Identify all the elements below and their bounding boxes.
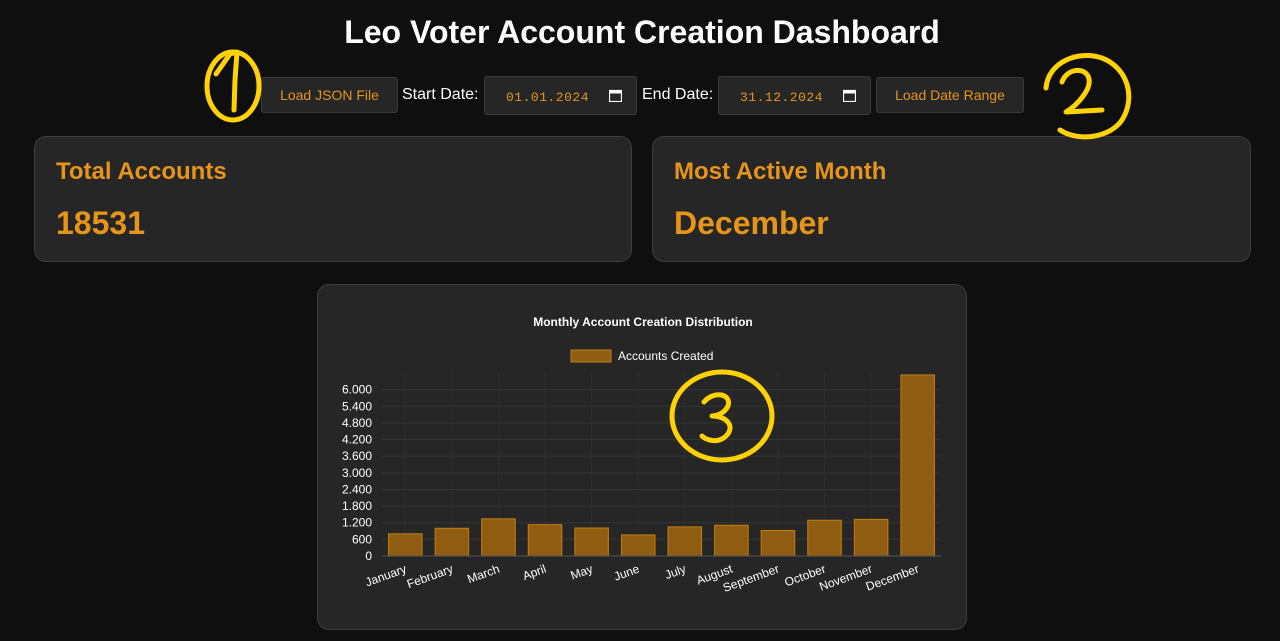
annotation-label: 1: [260, 123, 261, 125]
bar: [527, 524, 563, 557]
bar: [807, 519, 842, 557]
x-tick-label: November: [817, 562, 874, 594]
x-tick-label: June: [612, 562, 642, 584]
start-date-value: 01.01.2024: [506, 90, 590, 105]
y-tick-label: 4.800: [342, 416, 372, 430]
legend-swatch: [570, 349, 612, 363]
y-tick-label: 3.000: [342, 466, 372, 480]
start-date-label: Start Date:: [402, 86, 479, 103]
end-date-input[interactable]: 31.12.2024: [718, 76, 871, 115]
end-date-value: 31.12.2024: [740, 90, 824, 105]
y-tick-label: 600: [352, 532, 372, 546]
total-accounts-value: 18531: [56, 205, 145, 241]
bar: [388, 533, 423, 557]
annotation-number-3: 3: [669, 369, 775, 465]
bar: [434, 527, 470, 557]
annotation-label: 3: [774, 463, 775, 465]
x-tick-label: July: [663, 562, 688, 582]
most-active-month-value: December: [674, 205, 829, 241]
bar: [667, 526, 703, 557]
total-accounts-title: Total Accounts: [56, 158, 227, 185]
monthly-distribution-chart: Monthly Account Creation Distribution Acc…: [342, 315, 941, 595]
total-accounts-card: Total Accounts 18531: [34, 136, 632, 262]
y-tick-label: 5.400: [342, 399, 372, 413]
calendar-icon[interactable]: [843, 89, 856, 102]
y-tick-label: 2.400: [342, 482, 372, 496]
y-tick-label: 3.600: [342, 449, 372, 463]
calendar-icon[interactable]: [609, 89, 622, 102]
bar: [760, 529, 796, 557]
annotation-number-2: 2: [1043, 53, 1133, 145]
bar: [481, 518, 516, 557]
most-active-month-card: Most Active Month December: [652, 136, 1251, 262]
chart-card: Monthly Account Creation Distribution Acc…: [317, 284, 967, 630]
bar: [714, 524, 749, 557]
x-tick-label: April: [521, 562, 548, 583]
start-date-input[interactable]: 01.01.2024: [484, 76, 637, 115]
bar: [574, 527, 609, 557]
bar: [853, 518, 889, 557]
end-date-label: End Date:: [642, 86, 714, 103]
chart-title: Monthly Account Creation Distribution: [533, 315, 753, 329]
bar: [620, 534, 656, 557]
load-date-range-button[interactable]: Load Date Range: [876, 77, 1024, 113]
x-tick-label: March: [465, 562, 501, 587]
annotation-number-1: 1: [204, 49, 262, 125]
y-tick-label: 1.200: [342, 516, 372, 530]
annotation-label: 2: [1132, 143, 1133, 145]
x-tick-label: February: [405, 562, 455, 592]
legend-label: Accounts Created: [618, 349, 713, 363]
y-tick-label: 0: [365, 549, 372, 563]
x-tick-label: January: [363, 562, 408, 590]
load-json-button[interactable]: Load JSON File: [261, 77, 398, 113]
controls-bar: Load JSON File Start Date: 01.01.2024 En…: [0, 76, 1280, 116]
y-tick-label: 4.200: [342, 433, 372, 447]
x-tick-label: May: [569, 562, 595, 583]
most-active-month-title: Most Active Month: [674, 158, 887, 185]
y-tick-label: 6.000: [342, 383, 372, 397]
x-tick-label: December: [864, 562, 921, 594]
page-title: Leo Voter Account Creation Dashboard: [344, 14, 940, 50]
y-tick-label: 1.800: [342, 499, 372, 513]
bar: [900, 374, 935, 557]
